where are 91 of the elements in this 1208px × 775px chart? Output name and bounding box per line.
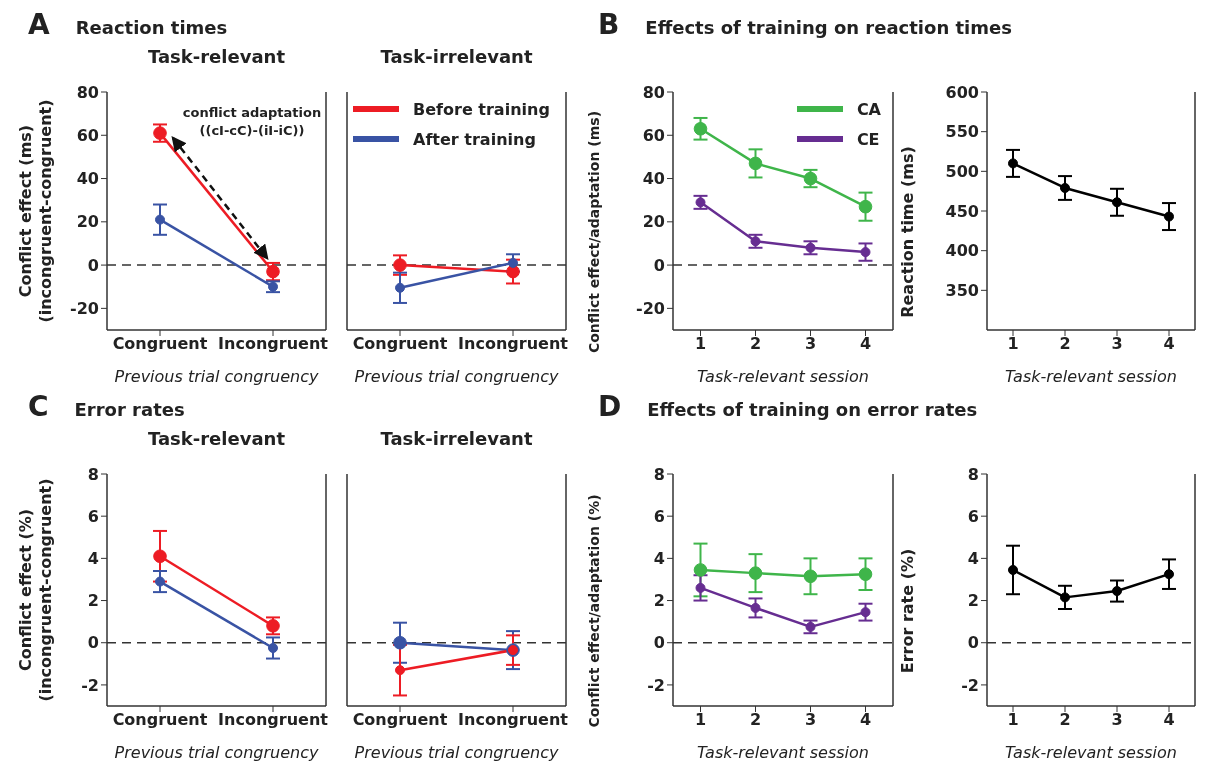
y-axis-title: Conflict effect/adaptation (ms) <box>586 110 602 354</box>
x-axis-title: Previous trial congruency <box>114 367 319 386</box>
x-axis-title: Task-relevant session <box>1005 743 1177 762</box>
y-tick-label: 20 <box>642 212 665 232</box>
y-tick-label: 600 <box>945 82 979 102</box>
x-tick-label: 4 <box>859 710 872 730</box>
legend-label: Before training <box>413 99 550 119</box>
y-tick-label: 4 <box>87 549 99 569</box>
x-tick-label: Congruent <box>352 710 448 730</box>
x-tick-label: Congruent <box>112 334 208 354</box>
y-tick-label: -20 <box>70 299 99 319</box>
y-tick-label: 6 <box>653 506 665 526</box>
y-tick-label: 20 <box>76 212 99 232</box>
x-tick-label: Congruent <box>112 710 208 730</box>
x-tick-label: 4 <box>859 334 872 354</box>
x-axis-title: Previous trial congruency <box>354 367 559 386</box>
y-tick-label: 400 <box>945 241 979 261</box>
y-tick-label: 8 <box>653 464 665 484</box>
x-tick-label: 1 <box>1007 710 1019 730</box>
y-tick-label: 60 <box>642 125 665 145</box>
x-axis-title: Task-relevant session <box>1005 367 1177 386</box>
y-tick-label: 2 <box>653 591 665 611</box>
y-tick-label: -2 <box>647 675 665 695</box>
text: B <box>598 8 620 41</box>
y-tick-label: 0 <box>653 255 665 275</box>
x-axis-title: Previous trial congruency <box>114 743 319 762</box>
x-tick-label: 1 <box>1007 334 1019 354</box>
y-tick-label: 4 <box>653 549 665 569</box>
x-tick-label: 2 <box>749 334 762 354</box>
y-axis-title: Reaction time (ms) <box>898 146 917 318</box>
y-tick-label: 450 <box>945 201 979 221</box>
y-tick-label: 500 <box>945 162 979 182</box>
y-tick-label: 60 <box>76 125 99 145</box>
y-tick-label: 550 <box>945 122 979 142</box>
x-tick-label: 3 <box>1111 710 1123 730</box>
x-tick-label: 4 <box>1163 334 1175 354</box>
y-tick-label: 2 <box>87 591 99 611</box>
y-axis-title: Conflict effect (ms) (incongruent-congruent) <box>16 99 55 323</box>
x-tick-label: 3 <box>804 710 817 730</box>
y-tick-label: 6 <box>967 506 979 526</box>
x-axis-title: Task-relevant session <box>697 743 869 762</box>
y-tick-label: 40 <box>76 169 99 189</box>
x-tick-label: 2 <box>1059 710 1071 730</box>
x-tick-label: 1 <box>694 710 707 730</box>
chart-subtitle: Task-relevant <box>147 428 286 449</box>
x-axis-title: Task-relevant session <box>697 367 869 386</box>
x-tick-label: Incongruent <box>218 710 329 730</box>
legend-label: CE <box>856 129 880 149</box>
x-tick-label: 1 <box>694 334 707 354</box>
x-tick-label: Congruent <box>352 334 448 354</box>
y-axis-title: Conflict effect/adaptation (%) <box>586 494 602 728</box>
y-axis-title: Error rate (%) <box>898 548 917 674</box>
chart-title: Error rates <box>74 399 185 420</box>
y-tick-label: -2 <box>81 675 99 695</box>
y-tick-label: 350 <box>945 281 979 301</box>
chart-subtitle: Task-irrelevant <box>379 428 534 449</box>
y-tick-label: 8 <box>967 464 979 484</box>
y-tick-label: -2 <box>961 675 979 695</box>
text: C <box>28 390 49 423</box>
y-tick-label: 2 <box>967 591 979 611</box>
y-tick-label: 0 <box>967 633 979 653</box>
legend-label: CA <box>856 99 881 119</box>
y-axis-title: Conflict effect (%) (incongruent-congruent) <box>16 478 55 702</box>
x-tick-label: Incongruent <box>218 334 329 354</box>
y-tick-label: 4 <box>967 549 979 569</box>
annotation: conflict adaptation ((cI-cC)-(iI-iC)) <box>181 104 323 140</box>
x-tick-label: Incongruent <box>458 334 569 354</box>
chart-title: Reaction times <box>75 17 228 38</box>
x-tick-label: 2 <box>1059 334 1071 354</box>
y-tick-label: 80 <box>642 82 665 102</box>
legend-label: After training <box>413 129 536 149</box>
chart-title: Effects of training on error rates <box>647 399 978 420</box>
text: A <box>28 8 50 41</box>
y-tick-label: 0 <box>653 633 665 653</box>
y-tick-label: 80 <box>76 82 99 102</box>
chart-subtitle: Task-relevant <box>147 46 286 67</box>
chart-subtitle: Task-irrelevant <box>379 46 534 67</box>
y-tick-label: -20 <box>636 299 665 319</box>
y-tick-label: 6 <box>87 506 99 526</box>
chart-title: Effects of training on reaction times <box>645 17 1012 38</box>
y-tick-label: 8 <box>87 464 99 484</box>
text: D <box>598 390 622 423</box>
x-tick-label: Incongruent <box>458 710 569 730</box>
x-tick-label: 2 <box>749 710 762 730</box>
y-tick-label: 0 <box>87 633 99 653</box>
y-tick-label: 0 <box>87 255 99 275</box>
y-tick-label: 40 <box>642 169 665 189</box>
x-tick-label: 3 <box>804 334 817 354</box>
x-tick-label: 3 <box>1111 334 1123 354</box>
x-tick-label: 4 <box>1163 710 1175 730</box>
x-axis-title: Previous trial congruency <box>354 743 559 762</box>
